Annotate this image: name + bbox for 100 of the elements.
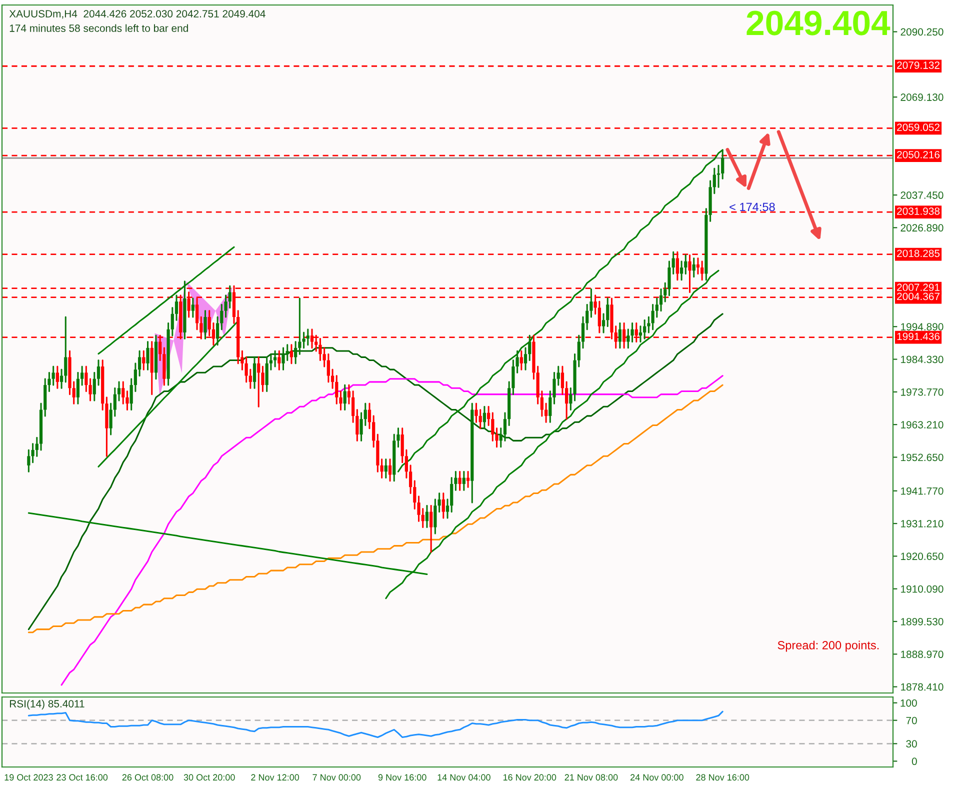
candlestick <box>434 498 437 534</box>
annotation: < 174:58 <box>730 202 775 212</box>
x-tick-label: 24 Nov 00:00 <box>630 774 684 781</box>
candlestick <box>696 257 700 274</box>
candlestick <box>294 340 298 364</box>
candlestick <box>384 458 388 479</box>
chart-title: RSI(14) 85.4011 <box>10 700 84 710</box>
candlestick <box>430 504 433 553</box>
candlestick <box>252 356 256 389</box>
candlestick <box>442 492 445 519</box>
y-tick-label: 1984.330 <box>901 356 944 364</box>
candlestick <box>117 381 121 402</box>
candlestick <box>692 257 696 278</box>
y-tick-label: 1931.210 <box>901 520 944 528</box>
candlestick <box>204 310 207 340</box>
y-tick-label: 1952.650 <box>901 454 944 462</box>
candlestick <box>257 356 260 408</box>
y-tick-label: 2090.250 <box>900 28 944 36</box>
y-tick-label: 2026.890 <box>900 224 944 232</box>
x-tick-label: 19 Oct 2023 <box>4 774 53 781</box>
x-tick-label: 16 Nov 20:00 <box>503 774 556 781</box>
y-tick-label: 1910.090 <box>901 585 944 593</box>
candlestick <box>466 470 470 488</box>
ref-line-label: 2018.285 <box>897 250 940 258</box>
candlestick <box>282 347 285 370</box>
x-tick-label: 9 Nov 16:00 <box>378 774 426 781</box>
candlestick <box>638 326 642 342</box>
candlestick <box>84 366 88 392</box>
candlestick <box>544 402 548 423</box>
ref-line-label: 2050.216 <box>897 150 940 158</box>
candlestick <box>122 381 125 404</box>
x-tick-label: 21 Nov 08:00 <box>564 774 618 781</box>
y-tick-label: 1994.890 <box>901 323 944 330</box>
y-tick-label: 1973.770 <box>901 388 944 396</box>
candlestick <box>659 288 663 312</box>
candlestick <box>347 384 351 404</box>
annotation: 2049.404 <box>746 10 890 36</box>
ref-line-label: 2031.938 <box>897 207 940 215</box>
candlestick <box>278 350 281 370</box>
x-tick-label: 23 Oct 16:00 <box>56 774 108 781</box>
candlestick <box>618 322 622 349</box>
x-tick-label: 7 Nov 00:00 <box>312 774 361 781</box>
candlestick <box>388 458 392 482</box>
line-series <box>28 710 724 738</box>
ref-line-label: 2004.367 <box>897 292 940 300</box>
candlestick <box>598 300 601 334</box>
text: 174 minutes 58 seconds left to bar end <box>10 24 188 32</box>
y-tick-label: 100 <box>900 699 917 707</box>
y-tick-label: 70 <box>906 716 917 724</box>
annotation: Spread: 200 points. <box>778 640 879 652</box>
candlestick <box>700 260 704 281</box>
candlestick <box>520 350 523 370</box>
candlestick <box>458 470 462 491</box>
ref-line-label: 2079.132 <box>897 62 940 69</box>
candlestick <box>76 372 80 404</box>
y-tick-label: 1899.530 <box>901 618 944 626</box>
candlestick <box>306 328 310 346</box>
candlestick <box>482 406 486 430</box>
line-series <box>28 313 724 630</box>
candlestick <box>27 449 30 472</box>
x-tick-label: 28 Nov 16:00 <box>696 774 750 781</box>
ref-line-label: 2007.291 <box>897 284 940 292</box>
candlestick <box>191 298 194 318</box>
y-tick-label: 1888.970 <box>901 650 944 658</box>
candlestick <box>425 504 429 528</box>
line-series <box>98 320 239 468</box>
candlestick <box>273 350 277 368</box>
line-series <box>98 246 235 355</box>
y-tick-label: 1920.650 <box>901 552 944 560</box>
candlestick <box>503 412 507 442</box>
ref-line-label: 1991.436 <box>897 332 940 340</box>
candlestick <box>326 353 330 383</box>
candlestick <box>228 285 232 308</box>
candlestick <box>142 350 146 370</box>
candlestick <box>478 408 482 430</box>
line-series <box>28 384 724 634</box>
candlestick <box>565 381 568 420</box>
candlestick <box>265 356 268 392</box>
candlestick <box>560 366 564 396</box>
ref-line-label: 2059.052 <box>897 124 940 132</box>
x-tick-label: 2 Nov 12:00 <box>251 774 300 781</box>
y-tick-label: 1941.770 <box>901 487 944 495</box>
line-series <box>60 374 724 686</box>
chart-title: XAUUSDm,H4 2044.426 2052.030 2042.751 2049.404 <box>9 10 266 19</box>
candlestick <box>80 366 84 386</box>
y-tick-label: 1878.410 <box>901 683 944 691</box>
candlestick <box>286 344 289 362</box>
candlestick <box>626 328 630 349</box>
x-tick-label: 14 Nov 04:00 <box>438 774 490 781</box>
candlestick <box>290 344 294 364</box>
candlestick <box>643 319 646 340</box>
candlestick <box>680 260 684 281</box>
y-tick-label: 0 <box>912 758 917 766</box>
candlestick <box>56 366 59 389</box>
x-tick-label: 26 Oct 08:00 <box>122 774 174 781</box>
candlestick <box>146 340 150 370</box>
x-tick-label: 30 Oct 20:00 <box>184 774 235 781</box>
candlestick <box>52 366 55 386</box>
candlestick <box>343 384 346 411</box>
y-tick-label: 1963.210 <box>901 421 944 428</box>
